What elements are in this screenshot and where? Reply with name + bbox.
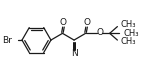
Text: Br: Br xyxy=(2,36,12,45)
Text: N: N xyxy=(71,49,77,58)
Text: CH₃: CH₃ xyxy=(120,37,136,47)
Text: O: O xyxy=(96,28,103,37)
Text: O: O xyxy=(83,18,90,27)
Text: CH₃: CH₃ xyxy=(120,20,136,29)
Text: CH₃: CH₃ xyxy=(123,29,139,38)
Text: O: O xyxy=(60,18,67,27)
